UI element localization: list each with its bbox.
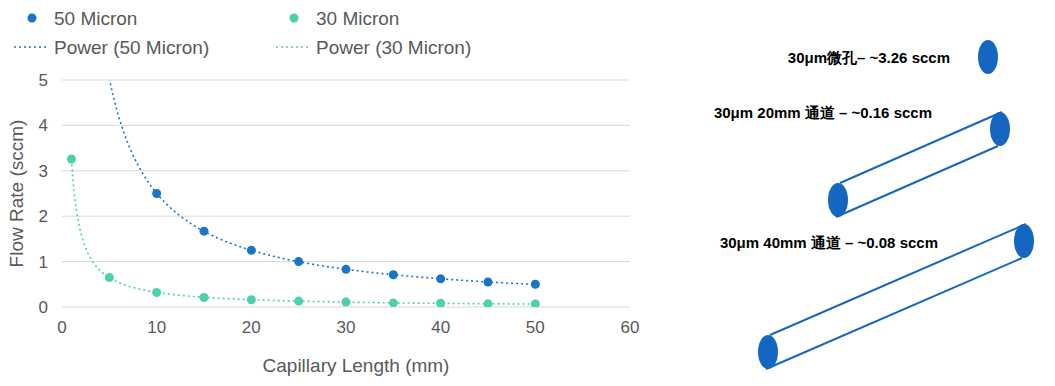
diagram-label: 30μm 40mm 通道 – ~0.08 sccm xyxy=(720,234,938,251)
y-tick-label: 1 xyxy=(39,253,48,272)
trendline xyxy=(71,159,535,304)
trendline xyxy=(71,80,535,284)
point xyxy=(152,189,161,198)
point xyxy=(484,278,493,287)
channel-edge xyxy=(840,112,1002,183)
legend-label: Power (50 Micron) xyxy=(54,37,209,58)
point xyxy=(152,288,161,297)
legend-marker xyxy=(28,14,37,23)
x-tick-label: 50 xyxy=(526,318,545,337)
point xyxy=(389,270,398,279)
grid-line xyxy=(62,125,630,126)
point xyxy=(200,227,209,236)
y-tick-label: 4 xyxy=(39,116,48,135)
plot-area xyxy=(67,80,540,307)
diagram-item: 30μm 20mm 通道 – ~0.16 sccm xyxy=(714,104,1010,217)
diagram-label: 30μm微孔– ~3.26 sccm xyxy=(788,49,950,66)
diagram-item: 30μm 40mm 通道 – ~0.08 sccm xyxy=(720,224,1034,369)
y-tick-label: 0 xyxy=(39,298,48,317)
x-tick-label: 0 xyxy=(57,318,66,337)
point xyxy=(247,246,256,255)
hole xyxy=(978,40,998,74)
grid-line xyxy=(62,80,630,81)
point xyxy=(484,299,493,307)
legend-line xyxy=(276,46,310,48)
x-axis-label: Capillary Length (mm) xyxy=(263,355,450,376)
diagram-label: 30μm 20mm 通道 – ~0.16 sccm xyxy=(714,104,932,121)
legend-label: Power (30 Micron) xyxy=(316,37,471,58)
channel-end xyxy=(990,112,1010,146)
point xyxy=(342,265,351,274)
point xyxy=(531,280,540,289)
point xyxy=(436,299,445,307)
canvas: 0123450102030405060Capillary Length (mm)… xyxy=(0,0,1055,386)
point xyxy=(294,297,303,306)
x-tick-label: 40 xyxy=(431,318,450,337)
channel-edge xyxy=(766,258,1022,369)
grid-line xyxy=(62,170,630,171)
point xyxy=(67,154,76,163)
x-tick-label: 30 xyxy=(337,318,356,337)
channel-edge xyxy=(836,146,998,217)
legend-marker xyxy=(290,14,299,23)
y-tick-label: 3 xyxy=(39,162,48,181)
legend-label: 50 Micron xyxy=(54,8,137,29)
diagram-item: 30μm微孔– ~3.26 sccm xyxy=(788,40,998,74)
point xyxy=(247,295,256,304)
legend-line xyxy=(14,46,48,48)
grid-line xyxy=(62,216,630,217)
point xyxy=(436,274,445,283)
y-tick-label: 5 xyxy=(39,71,48,90)
x-tick-label: 60 xyxy=(621,318,640,337)
y-tick-label: 2 xyxy=(39,207,48,226)
grid-line xyxy=(62,261,630,262)
point xyxy=(389,298,398,307)
legend-label: 30 Micron xyxy=(316,8,399,29)
channel-end xyxy=(828,183,848,217)
point xyxy=(342,298,351,307)
y-axis-label: Flow Rate (sccm) xyxy=(6,120,27,268)
point xyxy=(105,273,114,282)
grid-line xyxy=(62,307,630,308)
x-tick-label: 20 xyxy=(242,318,261,337)
channel-end xyxy=(758,335,778,369)
channel-end xyxy=(1014,224,1034,258)
point xyxy=(294,257,303,266)
x-tick-label: 10 xyxy=(147,318,166,337)
point xyxy=(200,293,209,302)
point xyxy=(531,300,540,307)
